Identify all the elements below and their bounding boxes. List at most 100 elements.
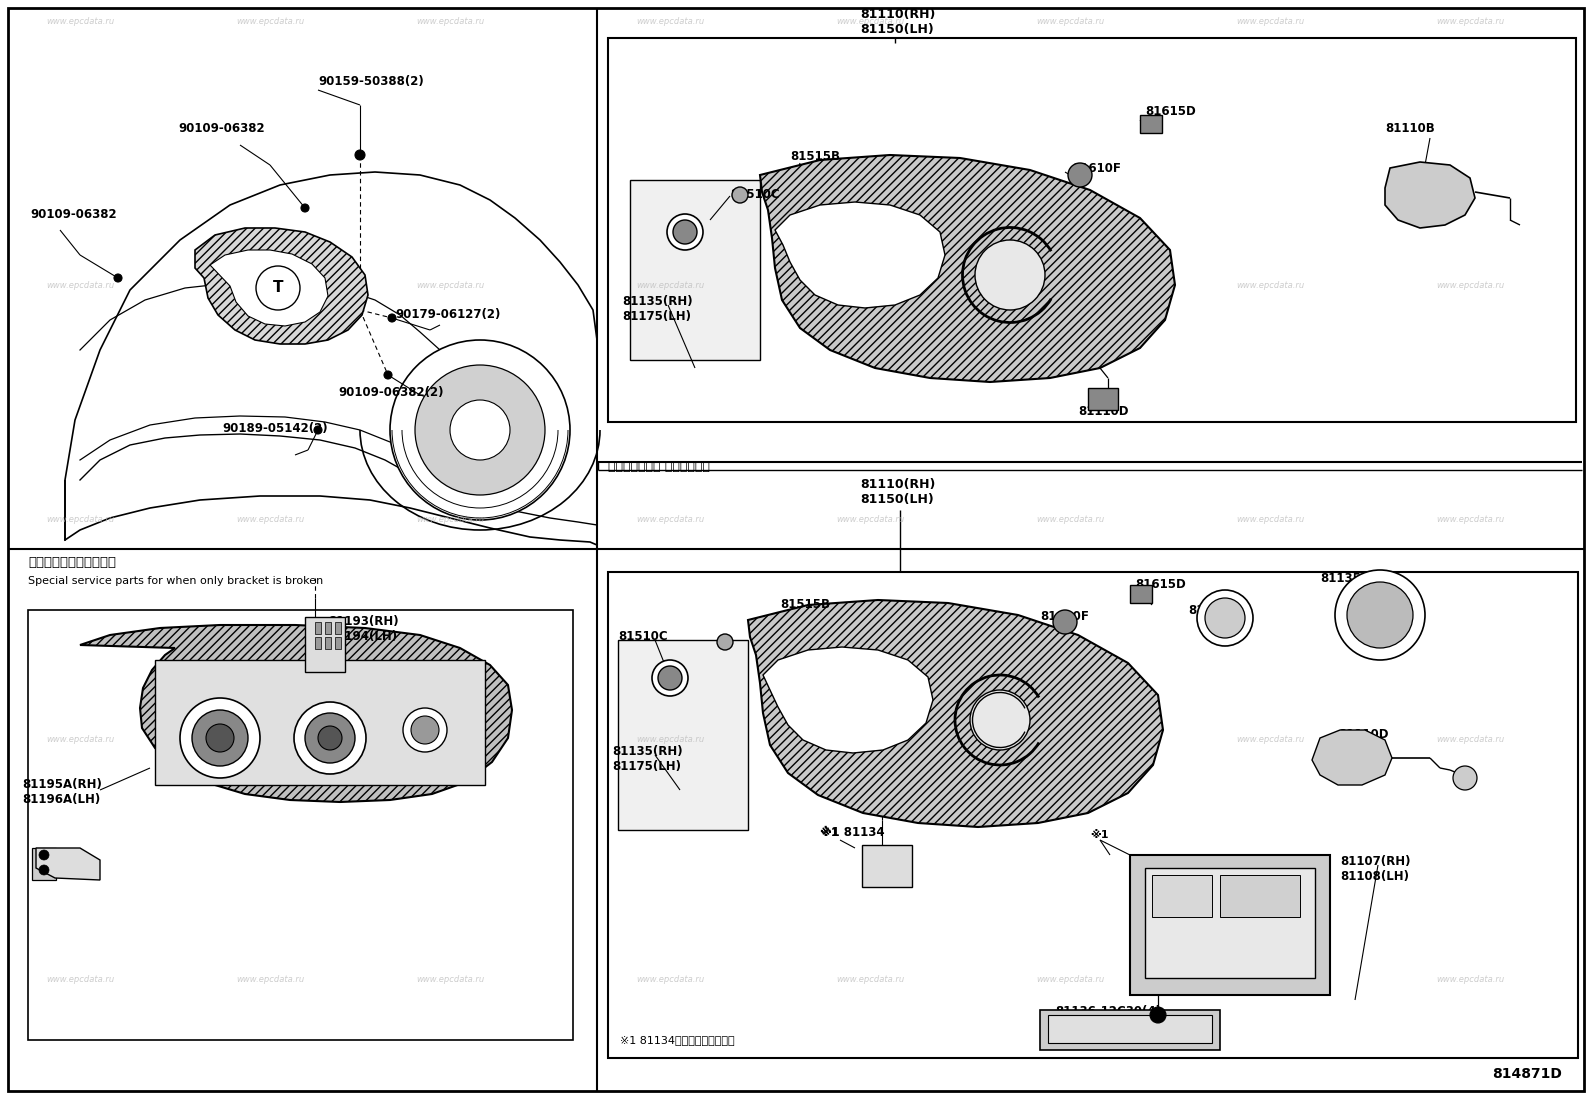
- Bar: [1040, 1010, 1219, 1050]
- Text: www.epcdata.ru: www.epcdata.ru: [236, 515, 304, 524]
- Text: www.epcdata.ru: www.epcdata.ru: [836, 735, 904, 744]
- Text: www.epcdata.ru: www.epcdata.ru: [46, 18, 115, 26]
- Text: www.epcdata.ru: www.epcdata.ru: [46, 735, 115, 744]
- Polygon shape: [80, 625, 513, 802]
- Text: www.epcdata.ru: www.epcdata.ru: [836, 515, 904, 524]
- Circle shape: [653, 660, 688, 696]
- Text: 車両取付部の補給用部品: 車両取付部の補給用部品: [29, 556, 116, 569]
- Text: 81195A(RH)
81196A(LH): 81195A(RH) 81196A(LH): [22, 778, 102, 806]
- Text: 81135(RH)
81175(LH): 81135(RH) 81175(LH): [611, 745, 683, 773]
- Text: www.epcdata.ru: www.epcdata.ru: [416, 18, 484, 26]
- Bar: [1130, 585, 1153, 603]
- Text: www.epcdata.ru: www.epcdata.ru: [46, 515, 115, 524]
- Text: www.epcdata.ru: www.epcdata.ru: [836, 976, 904, 985]
- Circle shape: [451, 400, 509, 460]
- Text: ※1: ※1: [1091, 830, 1108, 840]
- Polygon shape: [210, 249, 328, 326]
- Text: www.epcdata.ru: www.epcdata.ru: [46, 280, 115, 289]
- Circle shape: [388, 314, 396, 322]
- Bar: [608, 571, 1578, 1058]
- Circle shape: [180, 698, 259, 778]
- Text: www.epcdata.ru: www.epcdata.ru: [836, 280, 904, 289]
- Bar: [154, 660, 486, 785]
- Text: www.epcdata.ru: www.epcdata.ru: [416, 280, 484, 289]
- Text: 81110(RH)
81150(LH): 81110(RH) 81150(LH): [860, 478, 936, 506]
- Text: www.epcdata.ru: www.epcdata.ru: [635, 735, 704, 744]
- Text: www.epcdata.ru: www.epcdata.ru: [635, 976, 704, 985]
- Text: 81110D: 81110D: [1337, 728, 1388, 741]
- Circle shape: [314, 426, 322, 434]
- Polygon shape: [775, 202, 946, 308]
- Circle shape: [1336, 570, 1425, 660]
- Text: www.epcdata.ru: www.epcdata.ru: [1036, 18, 1105, 26]
- Circle shape: [1197, 590, 1253, 646]
- Bar: [1087, 388, 1118, 410]
- Polygon shape: [37, 848, 100, 880]
- Text: www.epcdata.ru: www.epcdata.ru: [1036, 280, 1105, 289]
- Circle shape: [1052, 610, 1078, 634]
- Circle shape: [411, 717, 439, 744]
- Text: ※1: ※1: [820, 828, 839, 839]
- Text: www.epcdata.ru: www.epcdata.ru: [236, 280, 304, 289]
- Polygon shape: [748, 600, 1164, 828]
- Circle shape: [38, 865, 49, 875]
- Text: 81136-12C30(4): 81136-12C30(4): [1055, 1004, 1161, 1018]
- Bar: [315, 622, 322, 634]
- Bar: [315, 637, 322, 650]
- Text: www.epcdata.ru: www.epcdata.ru: [416, 515, 484, 524]
- Circle shape: [193, 710, 248, 766]
- Text: 90109-06382: 90109-06382: [30, 208, 116, 221]
- Bar: [334, 637, 341, 650]
- Text: ※1 81134が構成に含まれます: ※1 81134が構成に含まれます: [619, 1035, 734, 1045]
- Text: www.epcdata.ru: www.epcdata.ru: [635, 18, 704, 26]
- Text: 81610F: 81610F: [1071, 162, 1121, 175]
- Circle shape: [1068, 163, 1092, 187]
- Text: www.epcdata.ru: www.epcdata.ru: [1235, 18, 1304, 26]
- Text: www.epcdata.ru: www.epcdata.ru: [1436, 18, 1504, 26]
- Text: www.epcdata.ru: www.epcdata.ru: [416, 976, 484, 985]
- Circle shape: [355, 149, 365, 160]
- Text: 814871D: 814871D: [1492, 1067, 1562, 1081]
- Text: 81510C: 81510C: [731, 188, 780, 201]
- Text: Special service parts for when only bracket is broken: Special service parts for when only brac…: [29, 576, 323, 586]
- Bar: [1048, 1015, 1212, 1043]
- Text: 90179-06127(2): 90179-06127(2): [395, 308, 500, 321]
- Circle shape: [306, 713, 355, 763]
- Text: www.epcdata.ru: www.epcdata.ru: [1235, 976, 1304, 985]
- Text: www.epcdata.ru: www.epcdata.ru: [1436, 515, 1504, 524]
- Text: 81107(RH)
81108(LH): 81107(RH) 81108(LH): [1340, 855, 1411, 882]
- Circle shape: [384, 371, 392, 379]
- Bar: [325, 622, 331, 634]
- Text: 81510C: 81510C: [618, 630, 667, 643]
- Bar: [334, 622, 341, 634]
- Text: 81110(RH)
81150(LH): 81110(RH) 81150(LH): [860, 8, 936, 36]
- Text: 81615D: 81615D: [1135, 578, 1186, 591]
- Text: 81610F: 81610F: [1040, 610, 1089, 623]
- Text: T: T: [272, 280, 283, 296]
- Text: 81110L: 81110L: [1188, 604, 1237, 617]
- Text: 81515B: 81515B: [790, 149, 841, 163]
- Text: www.epcdata.ru: www.epcdata.ru: [1235, 735, 1304, 744]
- Text: 81135C: 81135C: [1320, 571, 1369, 585]
- Text: www.epcdata.ru: www.epcdata.ru: [236, 976, 304, 985]
- Text: www.epcdata.ru: www.epcdata.ru: [1036, 976, 1105, 985]
- Text: 81515B: 81515B: [780, 598, 829, 611]
- Circle shape: [1453, 766, 1477, 790]
- Circle shape: [970, 690, 1030, 750]
- Bar: [1219, 875, 1301, 917]
- Circle shape: [403, 708, 447, 752]
- Text: www.epcdata.ru: www.epcdata.ru: [1436, 280, 1504, 289]
- Circle shape: [1149, 1007, 1165, 1023]
- Circle shape: [390, 340, 570, 520]
- Text: www.epcdata.ru: www.epcdata.ru: [1235, 280, 1304, 289]
- Text: www.epcdata.ru: www.epcdata.ru: [1235, 515, 1304, 524]
- Text: 90109-06382: 90109-06382: [178, 122, 264, 135]
- Polygon shape: [759, 155, 1175, 382]
- Circle shape: [1205, 598, 1245, 639]
- Text: www.epcdata.ru: www.epcdata.ru: [236, 735, 304, 744]
- Circle shape: [732, 187, 748, 203]
- Polygon shape: [763, 647, 933, 753]
- Text: www.epcdata.ru: www.epcdata.ru: [236, 18, 304, 26]
- Text: ※1 81134: ※1 81134: [820, 826, 885, 839]
- Circle shape: [673, 220, 697, 244]
